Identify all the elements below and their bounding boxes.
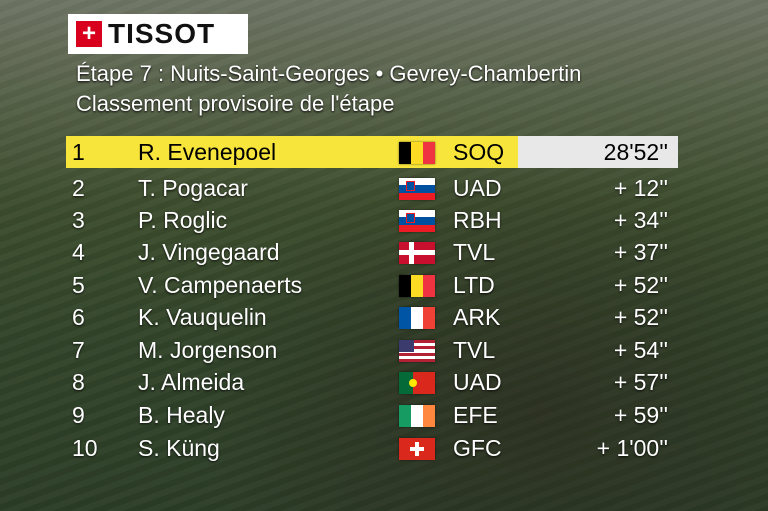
team-code: TVL <box>453 337 496 363</box>
rank: 7 <box>72 337 85 363</box>
rider-name: V. Campenaerts <box>138 272 303 298</box>
time-gap: + 37'' <box>613 239 668 265</box>
team-code: TVL <box>453 239 496 265</box>
team-code: EFE <box>453 402 498 428</box>
team-code: LTD <box>453 272 495 298</box>
table-row: 3 P. Roglic RBH + 34'' <box>66 204 678 236</box>
table-row: 2 T. Pogacar UAD + 12'' <box>66 172 678 204</box>
leader-row: 1 R. Evenepoel SOQ 28'52'' <box>66 136 678 168</box>
rider-name: R. Evenepoel <box>138 139 277 165</box>
table-row: 4 J. Vingegaard TVL + 37'' <box>66 236 678 268</box>
rank: 2 <box>72 175 85 201</box>
table-row: 5 V. Campenaerts LTD + 52'' <box>66 269 678 301</box>
rider-name: B. Healy <box>138 402 225 428</box>
rank: 8 <box>72 369 85 395</box>
rank: 10 <box>72 435 98 461</box>
rider-name: J. Almeida <box>138 369 245 395</box>
table-row: 9 B. Healy EFE + 59'' <box>66 399 678 431</box>
time-gap: + 52'' <box>613 272 668 298</box>
switzerland-flag <box>399 438 435 460</box>
logo-text: TISSOT <box>108 18 216 49</box>
usa-flag <box>399 340 435 362</box>
rank: 9 <box>72 402 85 428</box>
table-row: 10 S. Küng GFC + 1'00'' <box>66 432 678 464</box>
belgium-flag <box>399 275 435 297</box>
time-gap: + 57'' <box>613 369 668 395</box>
rider-name: K. Vauquelin <box>138 304 267 330</box>
team-code: UAD <box>453 369 502 395</box>
belgium-flag <box>399 142 435 164</box>
portugal-flag <box>399 372 435 394</box>
rank: 6 <box>72 304 85 330</box>
rider-name: T. Pogacar <box>138 175 248 201</box>
tissot-logo: + TISSOT <box>68 14 248 54</box>
time-gap: 28'52'' <box>603 139 668 165</box>
ireland-flag <box>399 405 435 427</box>
rank: 1 <box>72 139 85 165</box>
rider-name: J. Vingegaard <box>138 239 280 265</box>
team-code: GFC <box>453 435 502 461</box>
stage-title: Étape 7 : Nuits-Saint-Georges • Gevrey-C… <box>76 61 582 86</box>
table-row: 8 J. Almeida UAD + 57'' <box>66 366 678 398</box>
team-code: RBH <box>453 207 502 233</box>
time-gap: + 1'00'' <box>596 435 668 461</box>
france-flag <box>399 307 435 329</box>
table-row: 6 K. Vauquelin ARK + 52'' <box>66 301 678 333</box>
rider-name: P. Roglic <box>138 207 228 233</box>
rank: 5 <box>72 272 85 298</box>
team-code: ARK <box>453 304 501 330</box>
tissot-cross-icon: + <box>76 21 102 47</box>
table-row: 7 M. Jorgenson TVL + 54'' <box>66 334 678 366</box>
team-code: UAD <box>453 175 502 201</box>
rider-name: S. Küng <box>138 435 220 461</box>
slovenia-flag <box>399 178 435 200</box>
time-gap: + 54'' <box>613 337 668 363</box>
rank: 4 <box>72 239 85 265</box>
time-gap: + 34'' <box>613 207 668 233</box>
denmark-flag <box>399 242 435 264</box>
time-gap: + 52'' <box>613 304 668 330</box>
team-code: SOQ <box>453 139 505 165</box>
rank: 3 <box>72 207 85 233</box>
time-gap: + 12'' <box>613 175 668 201</box>
slovenia-flag <box>399 210 435 232</box>
classification-subtitle: Classement provisoire de l'étape <box>76 91 395 116</box>
time-gap: + 59'' <box>613 402 668 428</box>
rider-name: M. Jorgenson <box>138 337 278 363</box>
leader-time-box <box>518 136 678 168</box>
